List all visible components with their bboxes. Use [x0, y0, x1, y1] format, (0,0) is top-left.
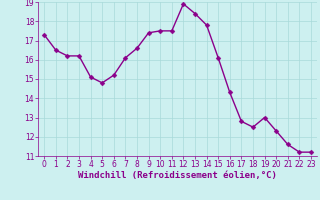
X-axis label: Windchill (Refroidissement éolien,°C): Windchill (Refroidissement éolien,°C) — [78, 171, 277, 180]
